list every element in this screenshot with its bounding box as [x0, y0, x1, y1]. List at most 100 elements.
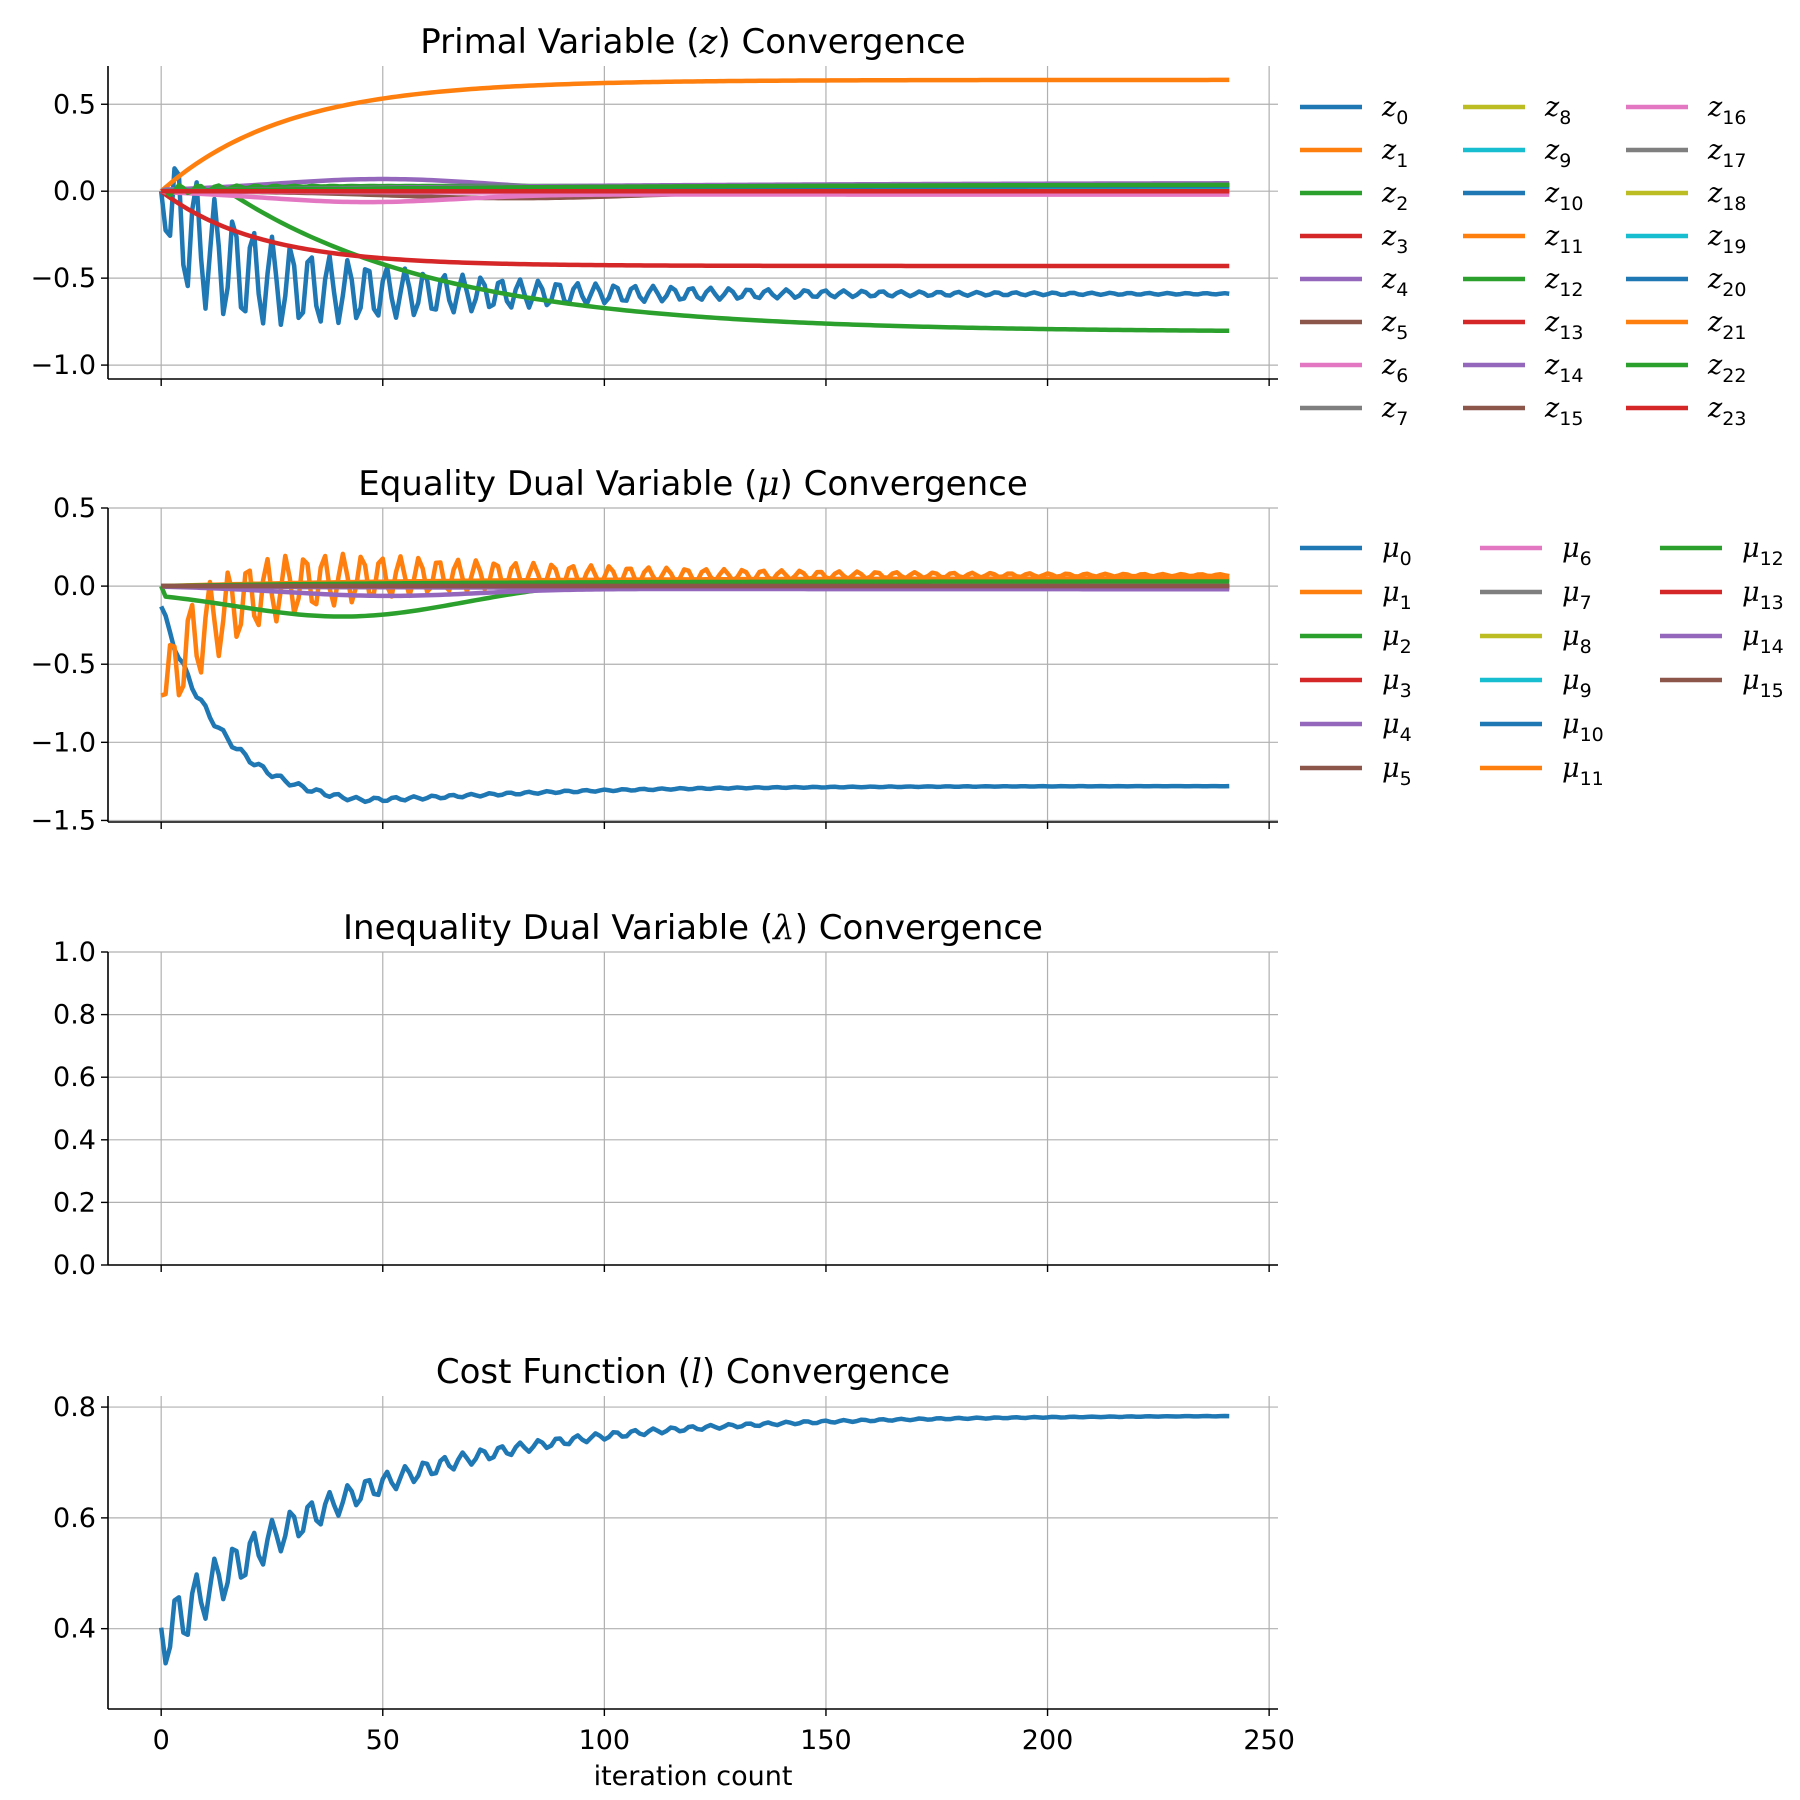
legend-item: μ9	[1480, 665, 1592, 702]
legend-label: z3	[1381, 221, 1408, 258]
legend-label: μ12	[1742, 533, 1784, 570]
legend-label: z18	[1707, 178, 1746, 215]
legend-label: z19	[1707, 221, 1746, 258]
legend-item: μ7	[1480, 577, 1592, 614]
legend-item: z3	[1300, 221, 1408, 258]
legend-item: z0	[1300, 92, 1408, 129]
legend-label: z0	[1381, 92, 1408, 129]
legend-label: μ13	[1742, 577, 1784, 614]
legend-item: z22	[1626, 350, 1746, 387]
y-tick-label: −1.0	[30, 350, 96, 381]
subplot-3: 0 50 100 150 200 250 0.4 0.6 0.8 Cost Function (l…	[53, 1352, 1295, 1792]
series-line-z2	[161, 188, 1230, 334]
legend-item: z8	[1463, 92, 1571, 129]
series-line-μ0	[159, 605, 1230, 805]
y-tick-label: −0.5	[30, 649, 96, 680]
legend-item: μ14	[1660, 621, 1784, 658]
legend-label: z12	[1544, 264, 1583, 301]
legend-label: μ2	[1382, 621, 1412, 658]
legend-label: z11	[1544, 221, 1583, 258]
y-tick-label: 0.6	[53, 1503, 96, 1534]
legend-label: z2	[1381, 178, 1408, 215]
legend-item: z5	[1300, 307, 1408, 344]
legend-item: z16	[1626, 92, 1746, 129]
legend-item: z6	[1300, 350, 1408, 387]
legend: z0 z1 z2 z3 z4 z5 z6 z7 z8 z9 z10 z11 z12 z13 z14 z15 z1…	[1300, 92, 1746, 430]
legend-label: z22	[1707, 350, 1746, 387]
legend-item: z9	[1463, 135, 1571, 172]
legend-label: μ0	[1382, 533, 1412, 570]
chart-title: Inequality Dual Variable (λ) Convergence	[343, 908, 1043, 948]
y-tick-label: −0.5	[30, 263, 96, 294]
legend-label: z7	[1381, 393, 1408, 430]
series-group	[159, 551, 1230, 805]
legend-item: z21	[1626, 307, 1746, 344]
y-tick-label: 0.4	[53, 1614, 96, 1645]
subplot-0: −1.0 −0.5 0.0 0.5 Primal Variable (z) Conver…	[30, 22, 1746, 430]
y-tick-label: 0.8	[53, 1000, 96, 1031]
x-tick-label: 250	[1243, 1725, 1295, 1756]
x-tick-label: 200	[1022, 1725, 1074, 1756]
series-line-z1	[159, 77, 1230, 193]
x-tick-label: 0	[153, 1725, 170, 1756]
legend-item: z12	[1463, 264, 1583, 301]
legend-item: z15	[1463, 393, 1583, 430]
y-tick-label: 0.0	[53, 176, 96, 207]
legend-item: z20	[1626, 264, 1746, 301]
legend-item: μ4	[1300, 709, 1412, 746]
legend-label: z6	[1381, 350, 1408, 387]
series-line-μ1	[160, 551, 1230, 698]
legend-label: z10	[1544, 178, 1583, 215]
legend-label: μ3	[1382, 665, 1412, 702]
legend-item: z2	[1300, 178, 1408, 215]
y-tick-label: 0.2	[53, 1187, 96, 1218]
y-tick-label: −1.0	[30, 727, 96, 758]
series-group	[158, 1413, 1230, 1666]
series-line-μ12	[161, 579, 1230, 589]
legend-item: z7	[1300, 393, 1408, 430]
legend-item: z23	[1626, 393, 1746, 430]
y-tick-label: 0.0	[53, 571, 96, 602]
legend-label: μ6	[1562, 533, 1592, 570]
y-tick-label: 0.0	[53, 1250, 96, 1281]
legend-label: z1	[1381, 135, 1408, 172]
y-tick-label: 1.0	[53, 937, 96, 968]
legend-label: μ11	[1562, 753, 1604, 790]
chart-title: Cost Function (l) Convergence	[436, 1352, 950, 1392]
legend-item: μ0	[1300, 533, 1412, 570]
legend-label: z8	[1544, 92, 1571, 129]
legend-item: μ15	[1660, 665, 1784, 702]
legend-label: z13	[1544, 307, 1583, 344]
y-tick-label: 0.6	[53, 1062, 96, 1093]
legend-label: μ5	[1382, 753, 1412, 790]
legend-label: z16	[1707, 92, 1746, 129]
legend-label: z20	[1707, 264, 1746, 301]
y-tick-label: −1.5	[30, 805, 96, 836]
y-tick-label: 0.4	[53, 1125, 96, 1156]
legend-label: z14	[1544, 350, 1583, 387]
subplot-1: −1.5 −1.0 −0.5 0.0 0.5 Equality Dual Variable…	[30, 464, 1783, 836]
legend-label: z17	[1707, 135, 1746, 172]
legend-item: z13	[1463, 307, 1583, 344]
legend-item: z19	[1626, 221, 1746, 258]
legend-label: μ1	[1382, 577, 1412, 614]
legend-label: μ15	[1742, 665, 1784, 702]
series-line-z22	[161, 182, 1230, 194]
legend-label: μ7	[1562, 577, 1592, 614]
series-line-l	[158, 1413, 1230, 1666]
series-line-z0	[158, 166, 1230, 328]
x-axis-label: iteration count	[594, 1761, 793, 1792]
legend-label: μ9	[1562, 665, 1592, 702]
legend-label: z5	[1381, 307, 1408, 344]
legend-item: μ1	[1300, 577, 1412, 614]
legend-item: μ6	[1480, 533, 1592, 570]
legend-label: μ8	[1562, 621, 1592, 658]
legend-item: z4	[1300, 264, 1408, 301]
legend-item: μ11	[1480, 753, 1604, 790]
legend-label: z15	[1544, 393, 1583, 430]
series-group	[158, 77, 1230, 334]
legend-label: z9	[1544, 135, 1571, 172]
series-line-z3	[159, 189, 1230, 269]
subplot-2: 0.0 0.2 0.4 0.6 0.8 1.0 Inequality Dual Variab…	[53, 908, 1278, 1281]
